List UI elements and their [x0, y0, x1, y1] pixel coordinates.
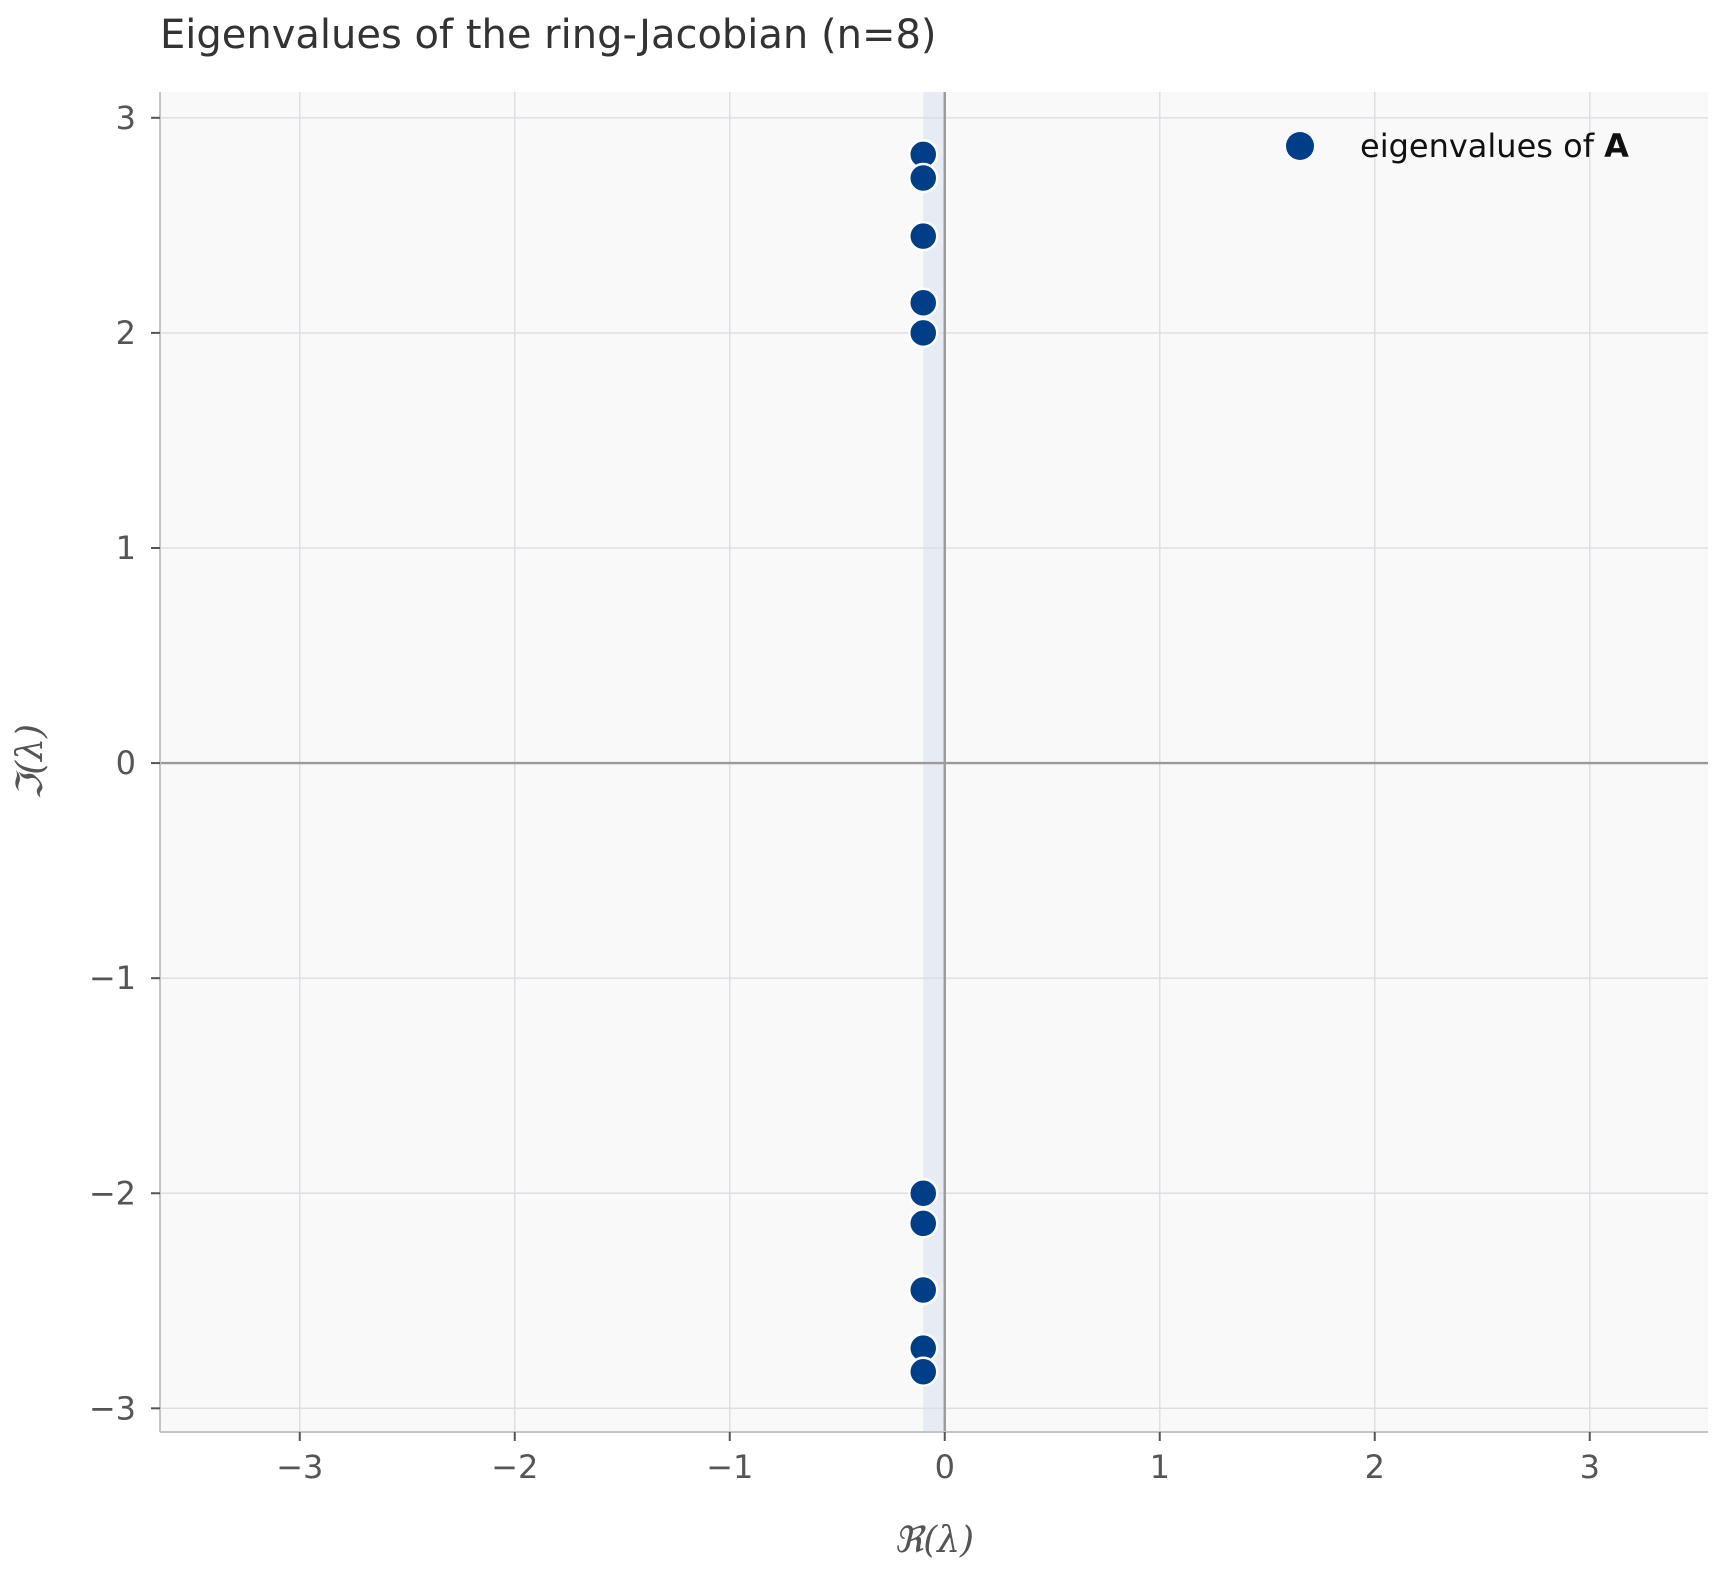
- x-tick-label: 0: [935, 1448, 955, 1486]
- x-tick-label: −1: [706, 1448, 753, 1486]
- ticks: −3 −2 −1 0 1 2 3 −3 −2 −1 0 1 2 3: [89, 99, 1600, 1486]
- legend-marker: [1286, 132, 1314, 160]
- eigenvalue-point: [908, 1208, 939, 1239]
- y-tick-label: −2: [89, 1174, 136, 1212]
- legend-entry: eigenvalues of A: [1360, 127, 1629, 165]
- x-axis-label: ℜ(λ): [894, 1520, 974, 1561]
- y-tick-label: 1: [116, 529, 136, 567]
- legend-entry-text: eigenvalues of: [1360, 127, 1604, 165]
- x-tick-label: 1: [1150, 1448, 1170, 1486]
- eigenvalue-point: [908, 1356, 939, 1388]
- y-tick-label: −3: [89, 1389, 136, 1427]
- legend-entry-bold: A: [1604, 127, 1629, 165]
- chart-title: Eigenvalues of the ring-Jacobian (n=8): [160, 12, 937, 58]
- legend: eigenvalues of A: [1286, 127, 1629, 165]
- data-points: [908, 139, 939, 1388]
- x-tick-label: 2: [1365, 1448, 1385, 1486]
- eigenvalue-point: [908, 317, 939, 349]
- y-tick-label: 2: [116, 314, 136, 352]
- y-tick-label: 3: [116, 99, 136, 137]
- axis-spines: [159, 92, 1708, 1433]
- eigenvalue-point: [908, 1274, 939, 1306]
- y-axis-label: ℑ(λ): [10, 724, 51, 800]
- zero-lines: [160, 92, 1708, 1432]
- eigenvalue-point: [908, 220, 939, 252]
- x-tick-label: 3: [1580, 1448, 1600, 1486]
- x-tick-label: −2: [491, 1448, 538, 1486]
- eigenvalue-point: [908, 287, 939, 319]
- eigenvalue-point: [908, 162, 939, 194]
- y-tick-label: 0: [116, 744, 136, 782]
- x-tick-label: −3: [276, 1448, 323, 1486]
- eigenvalue-point: [908, 1178, 939, 1209]
- y-tick-label: −1: [89, 959, 136, 997]
